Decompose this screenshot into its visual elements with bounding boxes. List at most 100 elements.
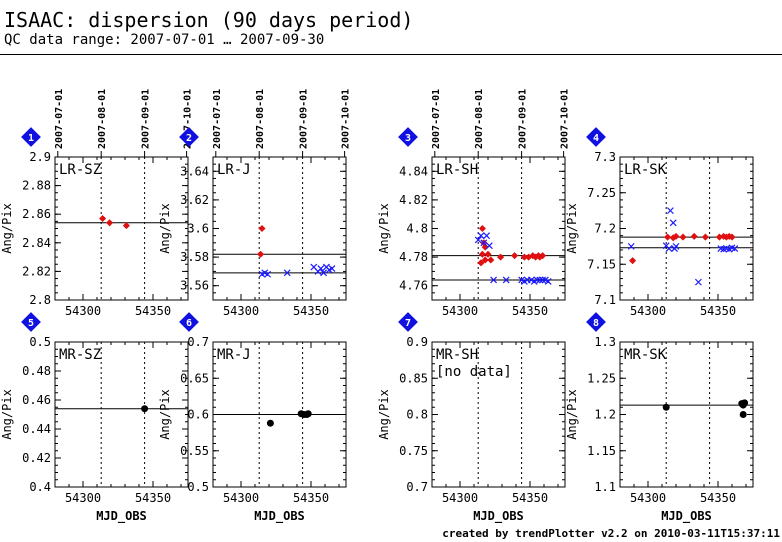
y-axis-label: Ang/Pix bbox=[377, 203, 391, 254]
y-tick-label: 0.48 bbox=[22, 364, 51, 378]
y-axis-label: Ang/Pix bbox=[0, 389, 14, 440]
y-axis-label: Ang/Pix bbox=[565, 389, 579, 440]
panel-number: 2 bbox=[186, 133, 192, 144]
data-point bbox=[741, 399, 749, 407]
y-tick-label: 1.1 bbox=[594, 480, 616, 494]
data-point bbox=[665, 245, 673, 252]
data-point bbox=[478, 224, 486, 233]
panel-number-badge bbox=[586, 312, 606, 332]
panel-frame bbox=[212, 156, 347, 301]
y-tick-label: 4.8 bbox=[406, 222, 428, 236]
panel-number-badge bbox=[398, 312, 418, 332]
panel-number: 6 bbox=[186, 318, 192, 329]
panel-3: 4.76 4.78 4.8 4.82 4.84 54300 54350 Ang/Pix LR-S… bbox=[377, 89, 571, 318]
date-label: 2007-10-01 bbox=[183, 89, 194, 149]
data-point bbox=[487, 256, 495, 264]
data-point bbox=[474, 236, 482, 244]
date-label: 2007-09-01 bbox=[141, 89, 152, 149]
x-axis-label: MJD_OBS bbox=[254, 509, 305, 524]
x-tick-label: 54350 bbox=[135, 304, 171, 318]
x-tick-label: 54300 bbox=[630, 491, 666, 505]
y-tick-label: 0.5 bbox=[187, 480, 209, 494]
panel-number: 4 bbox=[593, 133, 599, 144]
date-label: 2007-07-01 bbox=[212, 89, 223, 149]
footer-credit: created by trendPlotter v2.2 on 2010-03-… bbox=[442, 527, 780, 540]
data-point bbox=[266, 419, 274, 427]
data-point bbox=[662, 403, 670, 411]
panel-number: 1 bbox=[28, 133, 34, 144]
data-point bbox=[539, 276, 547, 284]
panel-frame bbox=[619, 341, 754, 488]
x-tick-label: 54300 bbox=[442, 304, 478, 318]
data-point bbox=[739, 411, 747, 418]
panel-7: 0.7 0.75 0.8 0.85 0.9 54300 54350 Ang/Pix MJD_OB… bbox=[377, 312, 566, 524]
panel-frame bbox=[619, 156, 754, 301]
header-divider bbox=[0, 54, 782, 55]
y-tick-label: 7.15 bbox=[587, 257, 616, 271]
y-tick-label: 0.5 bbox=[29, 335, 51, 349]
x-axis-label: MJD_OBS bbox=[661, 509, 712, 524]
data-point bbox=[328, 265, 336, 272]
data-point bbox=[672, 232, 680, 240]
panel-number-badge bbox=[179, 127, 199, 147]
x-tick-label: 54350 bbox=[135, 491, 171, 505]
panel-2: 3.56 3.58 3.6 3.62 3.64 54300 54350 Ang/Pix LR-J… bbox=[158, 89, 352, 318]
data-point bbox=[690, 232, 698, 240]
data-point bbox=[106, 219, 114, 227]
data-point bbox=[627, 242, 635, 250]
x-tick-label: 54300 bbox=[223, 304, 259, 318]
data-point bbox=[629, 257, 637, 265]
y-tick-label: 0.65 bbox=[180, 371, 209, 385]
y-tick-label: 0.4 bbox=[29, 480, 51, 494]
y-tick-label: 4.78 bbox=[399, 250, 428, 264]
data-point bbox=[483, 232, 491, 240]
date-label: 2007-09-01 bbox=[299, 89, 310, 149]
data-point bbox=[320, 269, 328, 277]
data-point bbox=[317, 265, 325, 272]
panel-frame bbox=[431, 156, 566, 301]
panel-number: 7 bbox=[405, 318, 411, 329]
y-tick-label: 3.58 bbox=[180, 250, 209, 264]
x-tick-label: 54300 bbox=[630, 304, 666, 318]
x-tick-label: 54350 bbox=[700, 491, 736, 505]
panel-8: 1.1 1.15 1.2 1.25 1.3 54300 54350 Ang/Pix MJD_OB… bbox=[565, 312, 754, 524]
date-label: 2007-07-01 bbox=[54, 89, 65, 149]
panel-label: LR-SH bbox=[436, 162, 478, 178]
y-tick-label: 4.84 bbox=[399, 164, 428, 178]
panel-number: 3 bbox=[405, 133, 411, 144]
y-tick-label: 1.3 bbox=[594, 335, 616, 349]
panel-label: LR-SK bbox=[624, 162, 667, 178]
x-tick-label: 54300 bbox=[442, 491, 478, 505]
y-tick-label: 0.46 bbox=[22, 393, 51, 407]
panel-label: MR-SH bbox=[436, 347, 478, 363]
panel-label: LR-J bbox=[217, 162, 251, 178]
x-tick-label: 54350 bbox=[293, 491, 329, 505]
y-tick-label: 4.76 bbox=[399, 279, 428, 293]
data-point bbox=[533, 276, 541, 284]
x-tick-label: 54300 bbox=[65, 491, 101, 505]
panel-label: MR-J bbox=[217, 347, 251, 363]
data-point bbox=[122, 222, 130, 230]
data-point bbox=[502, 276, 510, 284]
data-point bbox=[497, 253, 505, 261]
data-point bbox=[672, 242, 680, 250]
panel-6: 0.5 0.55 0.6 0.65 0.7 54300 54350 Ang/Pix MJD_OB… bbox=[158, 312, 347, 524]
y-axis-label: Ang/Pix bbox=[377, 389, 391, 440]
y-axis-label: Ang/Pix bbox=[158, 389, 172, 440]
data-point bbox=[477, 232, 485, 240]
date-label: 2007-10-01 bbox=[341, 89, 352, 149]
y-tick-label: 2.9 bbox=[29, 150, 51, 164]
y-tick-label: 3.56 bbox=[180, 279, 209, 293]
data-point bbox=[304, 410, 312, 418]
data-point bbox=[520, 253, 528, 261]
y-tick-label: 0.55 bbox=[180, 444, 209, 458]
data-point bbox=[258, 224, 266, 233]
y-tick-label: 2.86 bbox=[22, 207, 51, 221]
x-tick-label: 54300 bbox=[65, 304, 101, 318]
y-tick-label: 3.6 bbox=[187, 222, 209, 236]
data-point bbox=[485, 242, 493, 250]
y-tick-label: 3.64 bbox=[180, 164, 209, 178]
data-point bbox=[664, 233, 672, 241]
data-point bbox=[283, 269, 291, 277]
y-tick-label: 2.8 bbox=[29, 293, 51, 307]
